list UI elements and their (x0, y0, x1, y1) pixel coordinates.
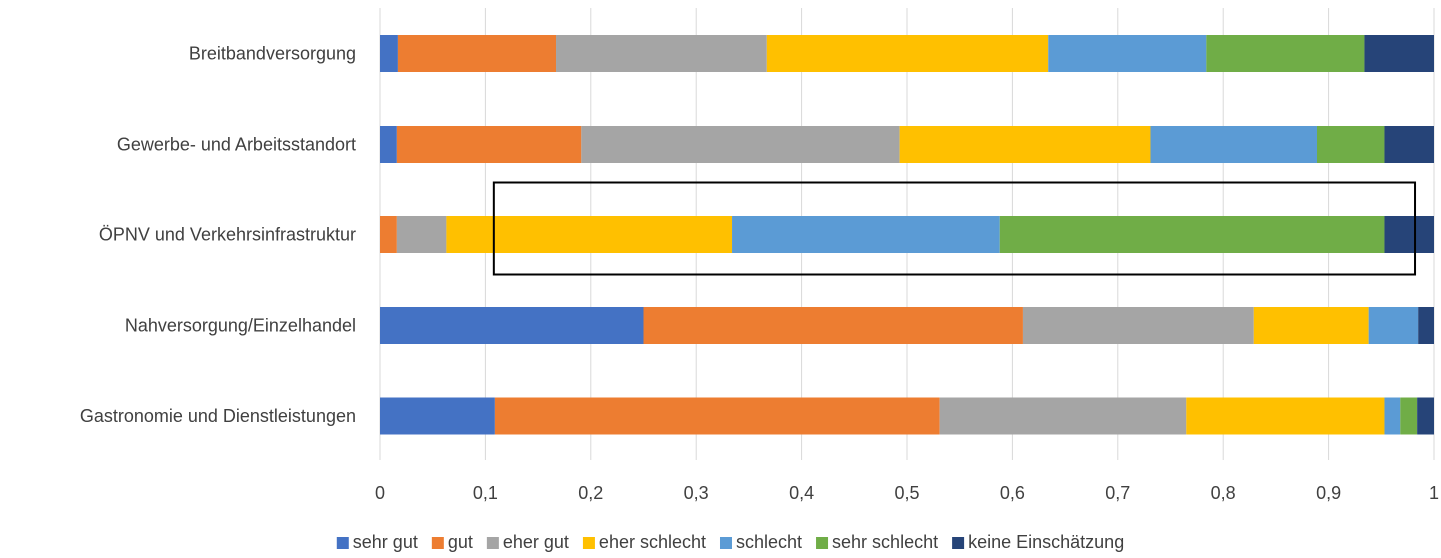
bar-segment (999, 216, 1385, 253)
legend: sehr gut gut eher gut eher schlecht schlecht… (336, 532, 1124, 552)
legend-label: sehr schlecht (832, 532, 938, 552)
bar-segment (380, 35, 398, 72)
legend-swatch (816, 537, 829, 549)
x-tick-label: 0,6 (1000, 483, 1025, 503)
bar-segment (1206, 35, 1365, 72)
bar-segment (1022, 307, 1254, 344)
bar-segment (1384, 397, 1401, 435)
bars (380, 35, 1434, 435)
x-tick-label: 0,9 (1316, 483, 1341, 503)
x-tick-label: 0 (375, 483, 385, 503)
x-tick-label: 0,5 (894, 483, 919, 503)
legend-swatch (486, 537, 499, 549)
legend-swatch (952, 537, 965, 549)
legend-label: gut (448, 532, 473, 552)
bar-segment (380, 126, 397, 163)
category-label: Breitbandversorgung (189, 44, 356, 64)
legend-label: eher gut (503, 532, 569, 552)
bar-segment (1253, 307, 1369, 344)
bar-segment (1048, 35, 1207, 72)
legend-swatch (431, 537, 444, 549)
category-label: ÖPNV und Verkehrsinfrastruktur (99, 225, 356, 245)
x-tick-label: 0,3 (684, 483, 709, 503)
bar-segment (1400, 397, 1418, 435)
legend-swatch (582, 537, 595, 549)
legend-item: sehr schlecht (816, 532, 938, 552)
category-label: Gastronomie und Dienstleistungen (80, 406, 356, 426)
legend-item: sehr gut (336, 532, 418, 552)
legend-label: sehr gut (353, 532, 418, 552)
legend-item: eher gut (486, 532, 569, 552)
category-label: Nahversorgung/Einzelhandel (125, 316, 356, 336)
x-tick-label: 0,7 (1105, 483, 1130, 503)
bar-segment (1417, 397, 1434, 435)
bar-segment (766, 35, 1049, 72)
bar-segment (1364, 35, 1434, 72)
bar-segment (1418, 307, 1434, 344)
bar-segment (1384, 216, 1434, 253)
bar-segment (1368, 307, 1419, 344)
legend-label: eher schlecht (599, 532, 706, 552)
bar-segment (396, 126, 582, 163)
bar-segment (1186, 397, 1385, 435)
bar-segment (380, 307, 644, 344)
x-tick-label: 0,8 (1211, 483, 1236, 503)
bar-segment (396, 216, 447, 253)
bar-segment (380, 397, 495, 435)
bar-segment (397, 35, 557, 72)
bar-segment (939, 397, 1187, 435)
bar-segment (899, 126, 1151, 163)
legend-swatch (336, 537, 349, 549)
bar-segment (494, 397, 940, 435)
bar-segment (1384, 126, 1434, 163)
bar-segment (581, 126, 900, 163)
category-axis-labels: Breitbandversorgung Gewerbe- und Arbeitss… (80, 44, 356, 427)
x-tick-label: 1 (1429, 483, 1439, 503)
bar-segment (446, 216, 733, 253)
bar-segment (1150, 126, 1318, 163)
legend-label: schlecht (736, 532, 802, 552)
legend-swatch (719, 537, 732, 549)
x-tick-label: 0,2 (578, 483, 603, 503)
bar-segment (556, 35, 767, 72)
x-tick-label: 0,1 (473, 483, 498, 503)
value-axis-tick-labels: 0 0,1 0,2 0,3 0,4 0,5 0,6 0,7 0,8 0,9 1 (375, 483, 1439, 503)
x-tick-label: 0,4 (789, 483, 814, 503)
category-label: Gewerbe- und Arbeitsstandort (117, 135, 356, 155)
legend-item: eher schlecht (582, 532, 706, 552)
legend-label: keine Einschätzung (968, 532, 1124, 552)
legend-item: gut (431, 532, 473, 552)
legend-item: keine Einschätzung (952, 532, 1124, 552)
annotations (492, 181, 1417, 276)
bar-segment (1317, 126, 1385, 163)
bar-segment (380, 216, 397, 253)
legend-item: schlecht (719, 532, 802, 552)
bar-segment (643, 307, 1023, 344)
bar-segment (732, 216, 1000, 253)
highlight-box (492, 181, 1417, 276)
